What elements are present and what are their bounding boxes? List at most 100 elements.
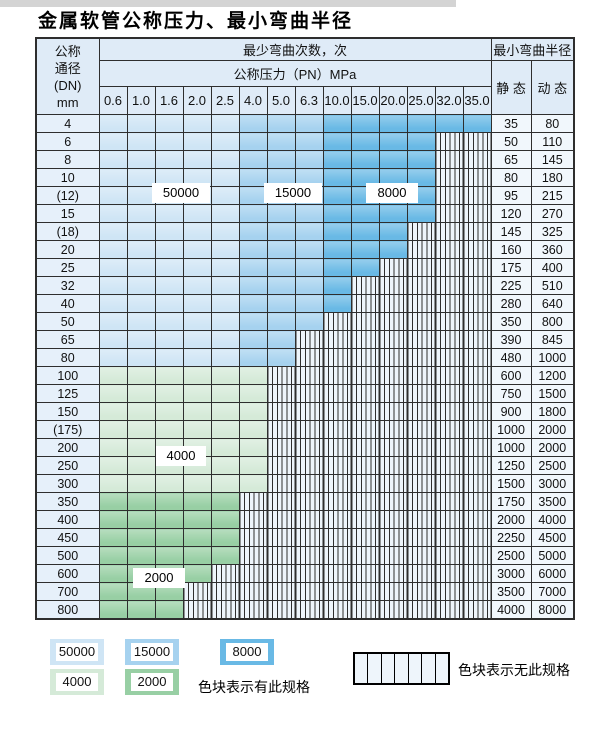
no-spec-cell: [434, 168, 464, 187]
no-spec-cell: [322, 420, 352, 439]
no-spec-cell: [238, 600, 268, 620]
cycle-cell: [238, 132, 268, 151]
dynamic-radius-cell: 510: [530, 276, 575, 295]
no-spec-cell: [434, 528, 464, 547]
no-spec-cell: [238, 546, 268, 565]
cycle-cell: [126, 222, 156, 241]
no-spec-cell: [350, 510, 380, 529]
dynamic-radius-cell: 845: [530, 330, 575, 349]
header-row-1: 公称 通径 (DN) mm 最少弯曲次数，次 最小弯曲半径: [35, 37, 575, 115]
cycle-cell: [154, 276, 184, 295]
dn-cell: 80: [35, 348, 100, 367]
cycle-cell: [266, 132, 296, 151]
dn-cell: 100: [35, 366, 100, 385]
dn-header-line: 通径: [54, 60, 81, 76]
static-radius-cell: 50: [490, 132, 532, 151]
no-spec-cell: [462, 402, 492, 421]
no-spec-cell: [434, 186, 464, 205]
cycle-cell: [182, 168, 212, 187]
no-spec-cell: [294, 528, 324, 547]
cycle-cell: [98, 402, 128, 421]
cycle-cell: [98, 150, 128, 169]
table-row: 150 900 1800: [35, 402, 575, 421]
no-spec-cell: [322, 564, 352, 583]
cycle-cell: [210, 312, 240, 331]
cycle-cell: [154, 510, 184, 529]
cycle-cell: [98, 582, 128, 601]
cycle-cell: [434, 114, 464, 133]
cycle-cell: [238, 474, 268, 493]
cycle-cell: [210, 438, 240, 457]
cycle-cell: [126, 384, 156, 403]
static-radius-cell: 350: [490, 312, 532, 331]
cycle-cell: [98, 510, 128, 529]
cycle-cell: [98, 258, 128, 277]
cycle-cell: [210, 240, 240, 259]
no-spec-cell: [462, 546, 492, 565]
cycle-cell: [154, 402, 184, 421]
no-spec-cell: [322, 438, 352, 457]
cycle-cell: [126, 528, 156, 547]
legend-color-block: 50000: [50, 639, 104, 665]
no-spec-cell: [462, 564, 492, 583]
no-spec-cell: [406, 276, 436, 295]
dn-cell: 200: [35, 438, 100, 457]
no-spec-cell: [266, 474, 296, 493]
cycle-cell: [238, 240, 268, 259]
cycle-cell: [266, 150, 296, 169]
no-spec-cell: [266, 564, 296, 583]
cycle-cell: [98, 186, 128, 205]
no-spec-cell: [322, 402, 352, 421]
no-spec-cell: [266, 456, 296, 475]
no-spec-sample-cell: [422, 654, 436, 683]
table-row: 450 2250 4500: [35, 528, 575, 547]
no-spec-cell: [462, 276, 492, 295]
dynamic-radius-cell: 1000: [530, 348, 575, 367]
cycle-cell: [182, 240, 212, 259]
no-spec-cell: [406, 258, 436, 277]
cycle-cell: [210, 186, 240, 205]
cycle-cell: [182, 492, 212, 511]
no-spec-cell: [406, 564, 436, 583]
cycle-cell: [378, 222, 408, 241]
no-spec-cell: [322, 474, 352, 493]
dynamic-radius-cell: 2000: [530, 420, 575, 439]
cycle-cell: [350, 168, 380, 187]
no-spec-cell: [406, 420, 436, 439]
no-spec-cell: [322, 366, 352, 385]
cycle-cell: [98, 456, 128, 475]
static-radius-cell: 4000: [490, 600, 532, 620]
cycle-cell: [154, 348, 184, 367]
no-spec-cell: [294, 348, 324, 367]
cycle-cell: [322, 186, 352, 205]
dn-cell: 65: [35, 330, 100, 349]
pressure-tick: 2.5: [210, 86, 240, 115]
cycle-cell: [406, 150, 436, 169]
table-row: 8 65 145: [35, 150, 575, 169]
no-spec-cell: [434, 222, 464, 241]
no-spec-cell: [434, 600, 464, 620]
cycle-cell: [126, 600, 156, 620]
cycle-cell: [182, 402, 212, 421]
cycle-cell: [182, 348, 212, 367]
cycle-cell: [182, 258, 212, 277]
no-spec-cell: [210, 582, 240, 601]
no-spec-cell: [266, 510, 296, 529]
no-spec-cell: [378, 456, 408, 475]
spec-table: 公称 通径 (DN) mm 最少弯曲次数，次 最小弯曲半径 公称压力（PN）MP…: [35, 37, 576, 620]
cycle-cell: [126, 276, 156, 295]
dn-cell: 8: [35, 150, 100, 169]
cycle-count-label: 50000: [152, 183, 210, 203]
no-spec-cell: [322, 546, 352, 565]
cycle-cell: [154, 204, 184, 223]
cycle-cell: [126, 438, 156, 457]
no-spec-cell: [434, 276, 464, 295]
cycle-cell: [98, 564, 128, 583]
no-spec-cell: [350, 492, 380, 511]
dynamic-radius-cell: 2500: [530, 456, 575, 475]
no-spec-cell: [294, 582, 324, 601]
table-row: 65 390 845: [35, 330, 575, 349]
cycle-cell: [182, 420, 212, 439]
cycle-cell: [294, 312, 324, 331]
